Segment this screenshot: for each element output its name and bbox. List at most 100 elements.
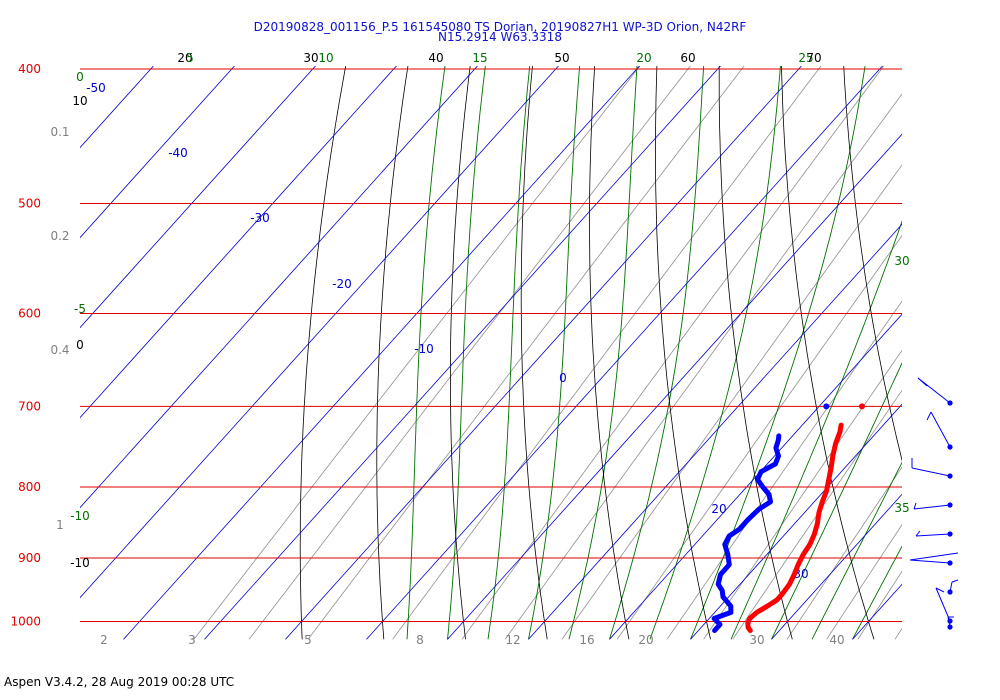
isotherm [80, 66, 559, 599]
wind-barb-dot [947, 531, 953, 537]
pressure-label: 700 [18, 399, 41, 413]
top-label: 40 [428, 51, 443, 65]
temperature-profile [745, 422, 844, 633]
isotherm [80, 66, 235, 239]
axis-labels: 4005006007008009001000-50-40-30-20-10020… [10, 51, 909, 647]
top-label: 10 [318, 51, 333, 65]
isotherm [447, 133, 902, 640]
top-label: 20 [177, 51, 192, 65]
isotherm [609, 313, 902, 640]
wind-barb-dot [947, 400, 953, 406]
wind-barb-staff [915, 533, 951, 537]
wind-barbs [909, 377, 959, 630]
mixing-ratio-label: 16 [579, 633, 594, 647]
top-label: 50 [554, 51, 569, 65]
dry-adiabats [299, 54, 1000, 640]
dewpoint-profile [711, 433, 782, 633]
moist-adiabat [447, 66, 486, 640]
isotherm-label: -50 [86, 81, 106, 95]
moist-adiabat [609, 66, 705, 640]
wind-barb-dot [947, 444, 953, 450]
left-label: 0.2 [50, 229, 69, 243]
mixing-ratio-line [857, 570, 902, 640]
wind-barb-staff [909, 559, 951, 564]
isotherm-label: 0 [559, 371, 567, 385]
dry-adiabat [655, 66, 711, 640]
moist-adiabat [406, 66, 446, 640]
mixing-ratio-label: 30 [749, 633, 764, 647]
left-label: 0.1 [50, 125, 69, 139]
top-label: 15 [472, 51, 487, 65]
top-label: 70 [806, 51, 821, 65]
moist-adiabats [406, 66, 902, 640]
wind-barb-dot [947, 624, 953, 630]
mixing-ratio-line [826, 523, 902, 640]
mixing-ratio-label: 40 [829, 633, 844, 647]
right-label: 30 [894, 254, 909, 268]
dry-adiabat [781, 66, 875, 640]
mixing-ratio-line [894, 627, 902, 640]
pressure-label: 400 [18, 62, 41, 76]
sounding-profiles [711, 403, 865, 633]
right-label: 35 [894, 501, 909, 515]
dry-adiabat [376, 66, 409, 640]
wind-barb [915, 530, 953, 537]
mixing-ratio-line [504, 93, 902, 640]
moist-adiabat [852, 545, 902, 640]
wind-barb-flag [915, 530, 921, 537]
mixing-ratio-line [616, 234, 902, 640]
wind-barb [926, 411, 953, 450]
left-label: -10 [70, 509, 90, 523]
isobars [80, 68, 902, 622]
dry-adiabat [905, 54, 1000, 640]
mixing-ratio-line [732, 389, 902, 640]
mixing-ratio-label: 12 [505, 633, 520, 647]
moist-adiabat [811, 461, 902, 640]
mixing-ratio-line [561, 164, 902, 640]
chart-subtitle: N15.2914 W63.3318 [438, 30, 562, 44]
wind-barb-staff [913, 504, 951, 510]
pressure-label: 600 [18, 306, 41, 320]
wind-barb-dot [947, 473, 953, 479]
isotherm [366, 66, 883, 640]
pressure-label: 800 [18, 480, 41, 494]
wind-barb-staff [930, 411, 951, 448]
dry-adiabat [718, 66, 793, 640]
top-label: 60 [680, 51, 695, 65]
wind-barb [913, 502, 953, 510]
isotherm [690, 403, 902, 640]
isotherms [80, 66, 902, 640]
mixing-ratio-label: 3 [188, 633, 196, 647]
moist-adiabat [690, 66, 866, 640]
left-label: 0.4 [50, 343, 69, 357]
footer-version: Aspen V3.4.2, 28 Aug 2019 00:28 UTC [4, 675, 235, 689]
moist-adiabat [730, 220, 902, 640]
isotherm [80, 66, 397, 419]
left-label: 0 [76, 338, 84, 352]
left-label: 1 [56, 518, 64, 532]
isotherm [852, 583, 902, 640]
mixing-ratio-line [307, 66, 745, 640]
top-label: 30 [303, 51, 318, 65]
wind-barb [909, 552, 959, 566]
wind-barb-flag [951, 579, 959, 583]
wind-barb [947, 616, 954, 630]
wind-barb-staff [911, 467, 951, 477]
wind-barb-flag [935, 587, 945, 593]
wind-barb-flag [909, 552, 959, 561]
wind-barb-dot [947, 560, 953, 566]
dry-adiabat [299, 66, 347, 640]
isotherm [528, 223, 902, 640]
mixing-ratio-line [666, 300, 902, 640]
left-label: 0 [76, 70, 84, 84]
dry-adiabat [450, 66, 471, 640]
top-label: 20 [636, 51, 651, 65]
left-label: -5 [74, 302, 86, 316]
chart-title: D20190828_001156_P.5 161545080 TS Dorian… [253, 20, 747, 34]
wind-barb-flag [913, 502, 917, 510]
mixing-ratio-line [786, 466, 902, 640]
mixing-ratio-line [925, 54, 1000, 640]
wind-barb-flag [926, 411, 932, 421]
top-label: 25 [798, 51, 813, 65]
